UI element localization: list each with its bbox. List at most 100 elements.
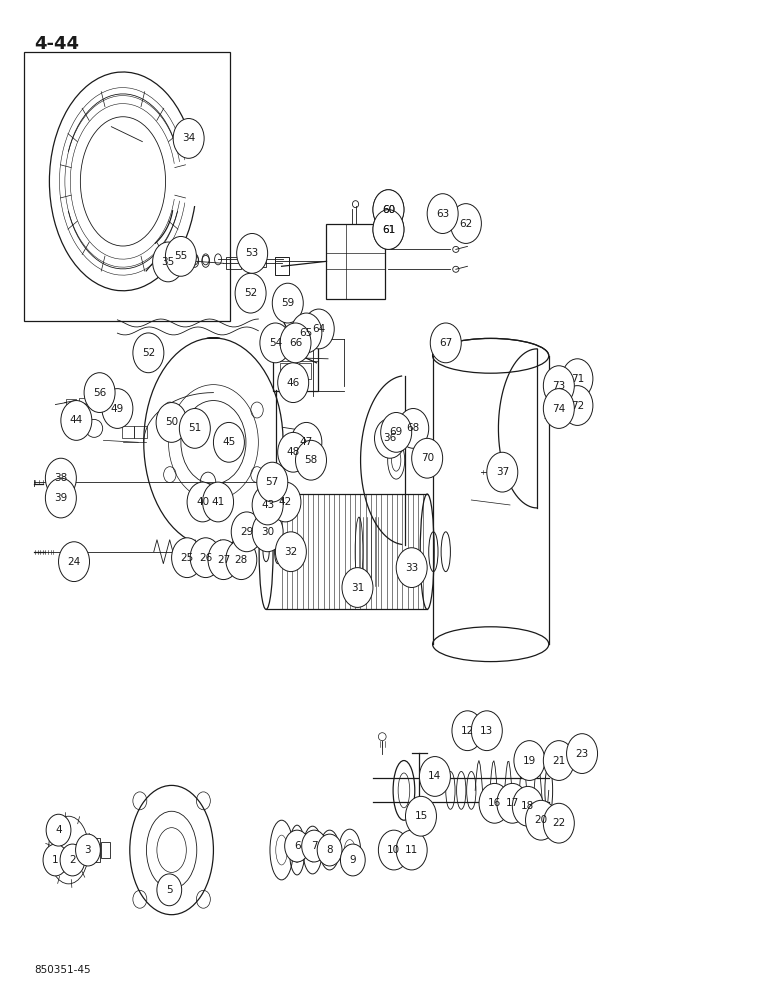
Text: 13: 13 bbox=[480, 726, 494, 736]
Circle shape bbox=[278, 432, 309, 472]
Text: 37: 37 bbox=[495, 467, 509, 477]
Bar bbox=[327, 224, 385, 299]
Circle shape bbox=[291, 313, 322, 353]
Circle shape bbox=[291, 422, 322, 462]
Circle shape bbox=[378, 830, 410, 870]
Text: 72: 72 bbox=[571, 401, 584, 411]
Ellipse shape bbox=[433, 338, 549, 373]
Text: 62: 62 bbox=[459, 219, 473, 229]
Circle shape bbox=[514, 741, 545, 780]
Text: 52: 52 bbox=[142, 348, 155, 358]
Text: 51: 51 bbox=[188, 423, 201, 433]
Text: 10: 10 bbox=[388, 845, 400, 855]
Text: 36: 36 bbox=[384, 433, 396, 443]
Text: 55: 55 bbox=[174, 251, 187, 261]
Text: 9: 9 bbox=[349, 855, 356, 865]
Text: 6: 6 bbox=[294, 841, 300, 851]
Circle shape bbox=[487, 452, 518, 492]
Circle shape bbox=[187, 482, 218, 522]
Bar bbox=[299, 363, 311, 379]
Text: 53: 53 bbox=[246, 248, 259, 258]
Text: 29: 29 bbox=[240, 527, 254, 537]
Circle shape bbox=[398, 409, 429, 448]
Text: 42: 42 bbox=[278, 497, 292, 507]
Text: 33: 33 bbox=[405, 563, 418, 573]
Text: 48: 48 bbox=[286, 447, 300, 457]
Circle shape bbox=[452, 711, 483, 751]
Bar bbox=[79, 398, 88, 408]
Circle shape bbox=[133, 333, 164, 373]
Bar bbox=[66, 399, 76, 407]
Text: 70: 70 bbox=[420, 453, 434, 463]
Text: 25: 25 bbox=[180, 553, 193, 563]
Circle shape bbox=[257, 462, 288, 502]
Circle shape bbox=[512, 786, 544, 826]
Text: 65: 65 bbox=[300, 328, 313, 338]
Circle shape bbox=[396, 830, 427, 870]
Text: 61: 61 bbox=[382, 225, 395, 235]
Text: 50: 50 bbox=[165, 417, 178, 427]
Circle shape bbox=[373, 210, 404, 249]
Text: 54: 54 bbox=[269, 338, 282, 348]
Circle shape bbox=[471, 711, 502, 751]
Bar bbox=[275, 257, 289, 275]
Text: 22: 22 bbox=[552, 818, 566, 828]
Text: 35: 35 bbox=[161, 257, 175, 267]
Circle shape bbox=[373, 190, 404, 230]
Text: 5: 5 bbox=[166, 885, 172, 895]
Text: 46: 46 bbox=[286, 378, 300, 388]
Bar bbox=[273, 331, 318, 391]
Circle shape bbox=[203, 482, 233, 522]
Text: 20: 20 bbox=[534, 815, 548, 825]
Circle shape bbox=[431, 323, 461, 363]
Text: 63: 63 bbox=[436, 209, 449, 219]
Text: 17: 17 bbox=[505, 798, 519, 808]
Circle shape bbox=[562, 386, 593, 425]
Text: 2: 2 bbox=[69, 855, 76, 865]
Circle shape bbox=[427, 194, 458, 233]
Circle shape bbox=[544, 803, 574, 843]
Bar bbox=[249, 251, 266, 267]
Circle shape bbox=[76, 834, 101, 866]
Text: 19: 19 bbox=[523, 756, 536, 766]
Text: 52: 52 bbox=[244, 288, 257, 298]
Text: 850351-45: 850351-45 bbox=[34, 965, 90, 975]
Text: 47: 47 bbox=[300, 437, 313, 447]
Circle shape bbox=[43, 844, 68, 876]
Circle shape bbox=[544, 389, 574, 428]
Text: 15: 15 bbox=[414, 811, 427, 821]
Circle shape bbox=[374, 418, 406, 458]
Text: 31: 31 bbox=[351, 583, 364, 593]
Text: 64: 64 bbox=[312, 324, 325, 334]
Bar bbox=[134, 426, 147, 438]
Text: 27: 27 bbox=[217, 555, 230, 565]
Text: 57: 57 bbox=[266, 477, 279, 487]
Text: 73: 73 bbox=[552, 381, 566, 391]
Text: 39: 39 bbox=[55, 493, 68, 503]
Text: 18: 18 bbox=[521, 801, 534, 811]
Circle shape bbox=[270, 482, 301, 522]
Circle shape bbox=[497, 783, 528, 823]
Circle shape bbox=[420, 757, 450, 796]
Text: 14: 14 bbox=[428, 771, 441, 781]
Circle shape bbox=[45, 458, 76, 498]
Circle shape bbox=[214, 422, 244, 462]
Text: 32: 32 bbox=[284, 547, 297, 557]
Circle shape bbox=[381, 412, 412, 452]
Text: 60: 60 bbox=[382, 205, 395, 215]
Text: 67: 67 bbox=[439, 338, 452, 348]
Circle shape bbox=[340, 844, 365, 876]
Circle shape bbox=[58, 542, 90, 582]
Bar bbox=[122, 426, 134, 438]
Text: 58: 58 bbox=[304, 455, 317, 465]
Circle shape bbox=[280, 323, 311, 363]
Text: 21: 21 bbox=[552, 756, 566, 766]
Text: 11: 11 bbox=[405, 845, 418, 855]
Circle shape bbox=[172, 538, 203, 578]
Circle shape bbox=[236, 233, 268, 273]
Circle shape bbox=[479, 783, 510, 823]
Bar bbox=[24, 52, 229, 321]
Circle shape bbox=[544, 741, 574, 780]
Text: 56: 56 bbox=[93, 388, 106, 398]
Text: 34: 34 bbox=[182, 133, 195, 143]
